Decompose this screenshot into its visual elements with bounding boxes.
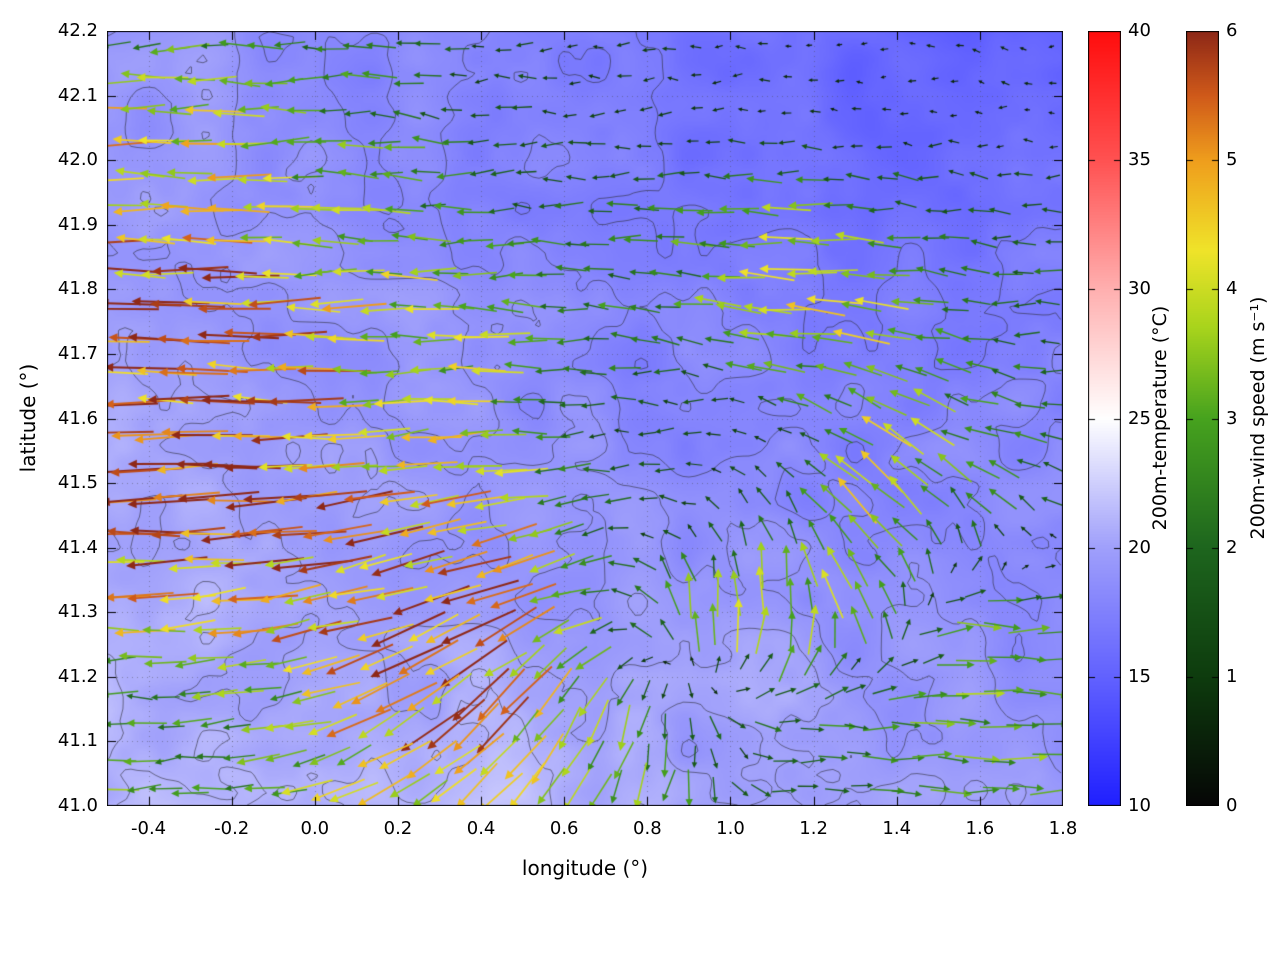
- wind-colorbar-tick-label: 0: [1226, 795, 1238, 816]
- x-axis-title: longitude (°): [521, 856, 649, 880]
- y-tick-label: 41.1: [57, 730, 98, 752]
- wind-speed-colorbar: [1186, 31, 1219, 806]
- x-tick-label: 0.4: [466, 818, 496, 839]
- x-tick-label: 0.2: [383, 818, 413, 839]
- x-tick-label: 0.6: [549, 818, 579, 839]
- x-tick-label: 1.6: [965, 818, 995, 839]
- temperature-colorbar-tick-label: 40: [1128, 20, 1151, 41]
- y-tick-label: 41.3: [57, 601, 98, 623]
- x-tick-label: 1.4: [882, 818, 912, 839]
- y-tick-label: 41.4: [57, 536, 98, 558]
- y-tick-label: 41.5: [57, 472, 98, 494]
- y-tick-label: 42.1: [57, 84, 98, 106]
- wind-colorbar-tick-label: 6: [1226, 20, 1238, 41]
- wind-colorbar-tick-label: 5: [1226, 149, 1238, 171]
- temperature-colorbar-tick-label: 30: [1128, 278, 1151, 300]
- wind-speed-colorbar-title: 200m-wind speed (m s⁻¹): [1247, 296, 1269, 540]
- x-tick-label: 1.2: [799, 818, 828, 839]
- temperature-colorbar-title: 200m-temperature (°C): [1149, 305, 1171, 531]
- temperature-colorbar-tick-label: 10: [1128, 795, 1151, 816]
- temperature-colorbar: [1088, 31, 1121, 806]
- temperature-colorbar-tick-label: 35: [1128, 149, 1151, 171]
- map-plot-canvas: [107, 31, 1063, 806]
- wind-colorbar-tick-label: 4: [1226, 278, 1238, 300]
- x-tick-label: 1.8: [1048, 818, 1078, 839]
- temperature-colorbar-tick-label: 15: [1128, 665, 1151, 687]
- y-tick-label: 42.2: [57, 20, 98, 41]
- y-tick-label: 41.7: [57, 342, 98, 364]
- y-tick-label: 41.6: [57, 407, 98, 429]
- y-tick-label: 41.0: [57, 795, 98, 816]
- y-tick-label: 41.8: [57, 278, 98, 300]
- temperature-colorbar-tick-label: 25: [1128, 407, 1151, 429]
- x-tick-label: -0.4: [131, 818, 167, 839]
- y-tick-label: 41.2: [57, 665, 98, 687]
- y-tick-label: 42.0: [57, 149, 98, 171]
- x-tick-label: -0.2: [214, 818, 250, 839]
- x-tick-label: 0.0: [300, 818, 330, 839]
- wind-colorbar-tick-label: 1: [1226, 665, 1238, 687]
- wind-colorbar-tick-label: 3: [1226, 407, 1238, 429]
- wind-colorbar-tick-label: 2: [1226, 536, 1238, 558]
- x-tick-label: 0.8: [633, 818, 662, 839]
- y-tick-label: 41.9: [57, 213, 98, 235]
- temperature-colorbar-tick-label: 20: [1128, 536, 1151, 558]
- x-tick-label: 1.0: [716, 818, 745, 839]
